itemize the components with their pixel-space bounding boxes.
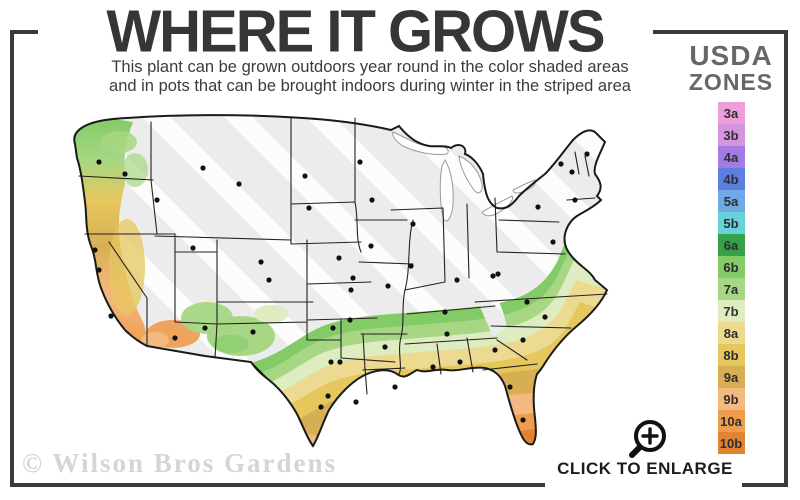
legend-zone-6b: 6b (717, 256, 745, 278)
city-dot (336, 255, 342, 261)
city-dot (190, 245, 196, 251)
city-dot (250, 329, 256, 335)
click-to-enlarge-button[interactable]: CLICK TO ENLARGE (557, 459, 733, 478)
city-dot (444, 331, 450, 337)
city-dot (520, 337, 526, 343)
legend-zone-7b: 7b (717, 300, 745, 322)
city-dot (385, 283, 391, 289)
city-dot (457, 359, 463, 365)
usda-zone-map[interactable] (55, 112, 617, 460)
frame-top-right-stub (653, 30, 788, 34)
city-dot (410, 221, 416, 227)
legend-zone-8b: 8b (717, 344, 745, 366)
city-dot (202, 325, 208, 331)
city-dot (369, 197, 375, 203)
city-dot (302, 173, 308, 179)
legend-zone-5b: 5b (717, 212, 745, 234)
legend-zone-9a: 9a (717, 366, 745, 388)
city-dot (558, 161, 564, 167)
legend-zone-5a: 5a (717, 190, 745, 212)
city-dot (524, 299, 530, 305)
city-dot (328, 359, 334, 365)
legend-zone-3b: 3b (717, 124, 745, 146)
subtitle: This plant can be grown outdoors year ro… (30, 58, 710, 96)
city-dot (330, 325, 336, 331)
city-dot (520, 417, 526, 423)
us-map-graphic[interactable] (55, 112, 617, 460)
city-dot (92, 247, 98, 253)
legend-zone-10b: 10b (717, 432, 745, 454)
watermark: © Wilson Bros Gardens (22, 448, 337, 478)
city-dot (96, 267, 102, 273)
city-dot (347, 317, 353, 323)
legend-zone-4a: 4a (717, 146, 745, 168)
frame-right-border (784, 30, 788, 487)
city-dot (382, 344, 388, 350)
legend-zone-9b: 9b (717, 388, 745, 410)
legend-zone-3a: 3a (717, 102, 745, 124)
great-lakes (392, 131, 536, 222)
city-dot (154, 197, 160, 203)
city-dots (92, 151, 590, 423)
city-dot (490, 273, 496, 279)
city-dot (258, 259, 264, 265)
city-dot (350, 275, 356, 281)
city-dot (96, 159, 102, 165)
city-dot (572, 197, 578, 203)
frame-top-left-stub (10, 30, 38, 34)
state-boundaries (78, 117, 608, 395)
city-dot (495, 271, 501, 277)
legend-zone-7a: 7a (717, 278, 745, 300)
legend-zone-6a: 6a (717, 234, 745, 256)
city-dot (108, 313, 114, 319)
city-dot (535, 204, 541, 210)
city-dot (266, 277, 272, 283)
frame-bottom-right-segment (742, 483, 788, 487)
city-dot (542, 314, 548, 320)
city-dot (454, 277, 460, 283)
frame-left-border (10, 30, 14, 487)
city-dot (368, 243, 374, 249)
subtitle-line-1: This plant can be grown outdoors year ro… (111, 58, 629, 76)
legend-zone-8a: 8a (717, 322, 745, 344)
legend-zone-10a: 10a (717, 410, 745, 432)
frame-bottom-left-segment (10, 483, 545, 487)
city-dot (318, 404, 324, 410)
city-dot (348, 287, 354, 293)
city-dot (200, 165, 206, 171)
usda-zones-legend: USDA ZONES 3a 3b 4a 4b 5a 5b 6a 6b 7a 7b 8a 8b 9a 9b 1… (678, 42, 784, 454)
legend-zone-4b: 4b (717, 168, 745, 190)
city-dot (236, 181, 242, 187)
city-dot (122, 171, 128, 177)
city-dot (353, 399, 359, 405)
city-dot (584, 151, 590, 157)
city-dot (430, 364, 436, 370)
city-dot (306, 205, 312, 211)
subtitle-line-2: and in pots that can be brought indoors … (109, 77, 631, 95)
city-dot (442, 309, 448, 315)
city-dot (492, 347, 498, 353)
city-dot (172, 335, 178, 341)
city-dot (550, 239, 556, 245)
city-dot (357, 159, 363, 165)
legend-title-line2: ZONES (688, 69, 774, 95)
city-dot (325, 393, 331, 399)
page-title: WHERE IT GROWS (106, 0, 605, 65)
city-dot (337, 359, 343, 365)
city-dot (408, 263, 414, 269)
legend-title-line1: USDA (689, 40, 773, 71)
legend-zone-list: 3a 3b 4a 4b 5a 5b 6a 6b 7a 7b 8a 8b 9a 9b 10a 10b (678, 102, 784, 454)
city-dot (507, 384, 513, 390)
magnifier-plus-icon[interactable] (625, 415, 671, 466)
city-dot (392, 384, 398, 390)
city-dot (569, 169, 575, 175)
